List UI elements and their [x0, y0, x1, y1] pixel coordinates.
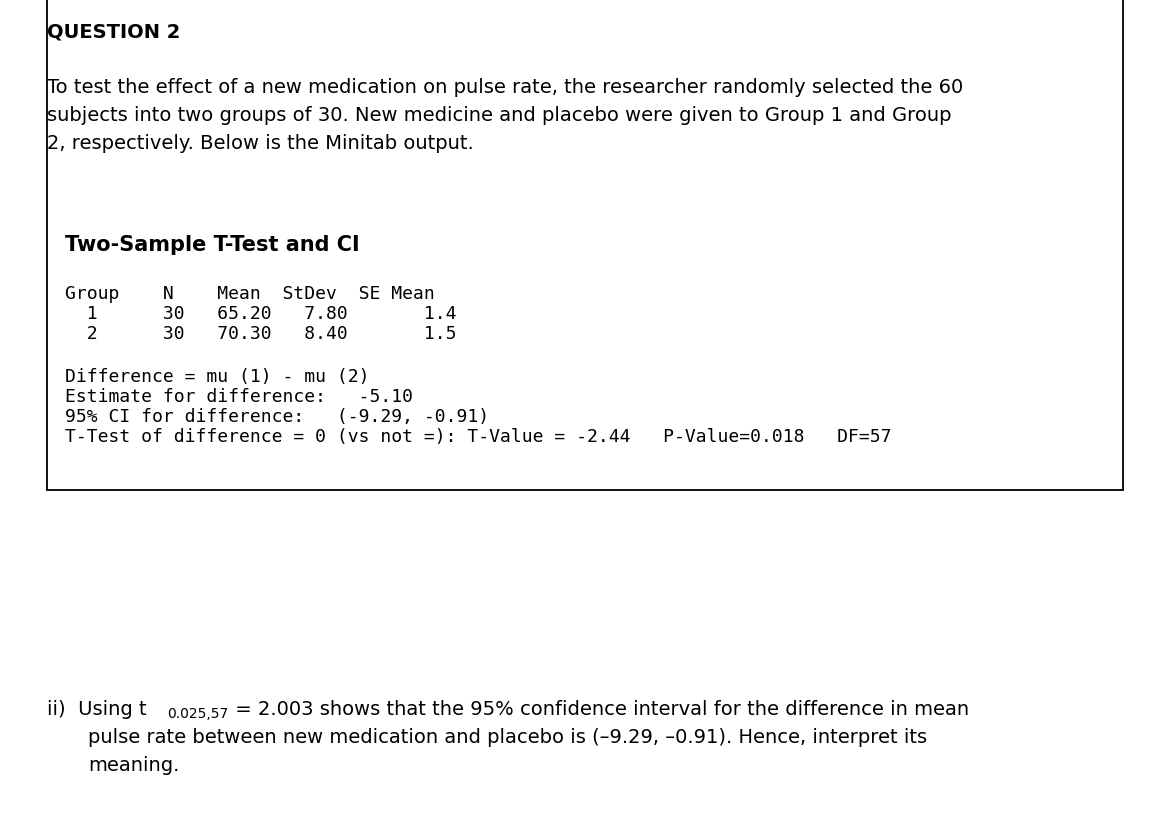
- Text: 95% CI for difference:   (-9.29, -0.91): 95% CI for difference: (-9.29, -0.91): [66, 408, 489, 426]
- Text: Two-Sample T-Test and CI: Two-Sample T-Test and CI: [66, 235, 359, 255]
- Text: meaning.: meaning.: [88, 756, 179, 775]
- Text: QUESTION 2: QUESTION 2: [47, 22, 180, 41]
- Text: = 2.003 shows that the 95% confidence interval for the difference in mean: = 2.003 shows that the 95% confidence in…: [229, 700, 969, 719]
- Text: pulse rate between new medication and placebo is (–9.29, –0.91). Hence, interpre: pulse rate between new medication and pl…: [88, 728, 927, 747]
- Text: Difference = mu (1) - mu (2): Difference = mu (1) - mu (2): [66, 368, 370, 386]
- Text: 0.025,57: 0.025,57: [167, 707, 228, 721]
- Text: Group    N    Mean  StDev  SE Mean: Group N Mean StDev SE Mean: [66, 285, 435, 303]
- Text: T-Test of difference = 0 (vs not =): T-Value = -2.44   P-Value=0.018   DF=57: T-Test of difference = 0 (vs not =): T-V…: [66, 428, 892, 446]
- Text: To test the effect of a new medication on pulse rate, the researcher randomly se: To test the effect of a new medication o…: [47, 78, 963, 97]
- Text: 2, respectively. Below is the Minitab output.: 2, respectively. Below is the Minitab ou…: [47, 134, 474, 153]
- Text: 1      30   65.20   7.80       1.4: 1 30 65.20 7.80 1.4: [66, 305, 456, 323]
- Text: Estimate for difference:   -5.10: Estimate for difference: -5.10: [66, 388, 413, 406]
- Text: subjects into two groups of 30. New medicine and placebo were given to Group 1 a: subjects into two groups of 30. New medi…: [47, 106, 951, 125]
- Text: 2      30   70.30   8.40       1.5: 2 30 70.30 8.40 1.5: [66, 325, 456, 343]
- Text: ii)  Using t: ii) Using t: [47, 700, 146, 719]
